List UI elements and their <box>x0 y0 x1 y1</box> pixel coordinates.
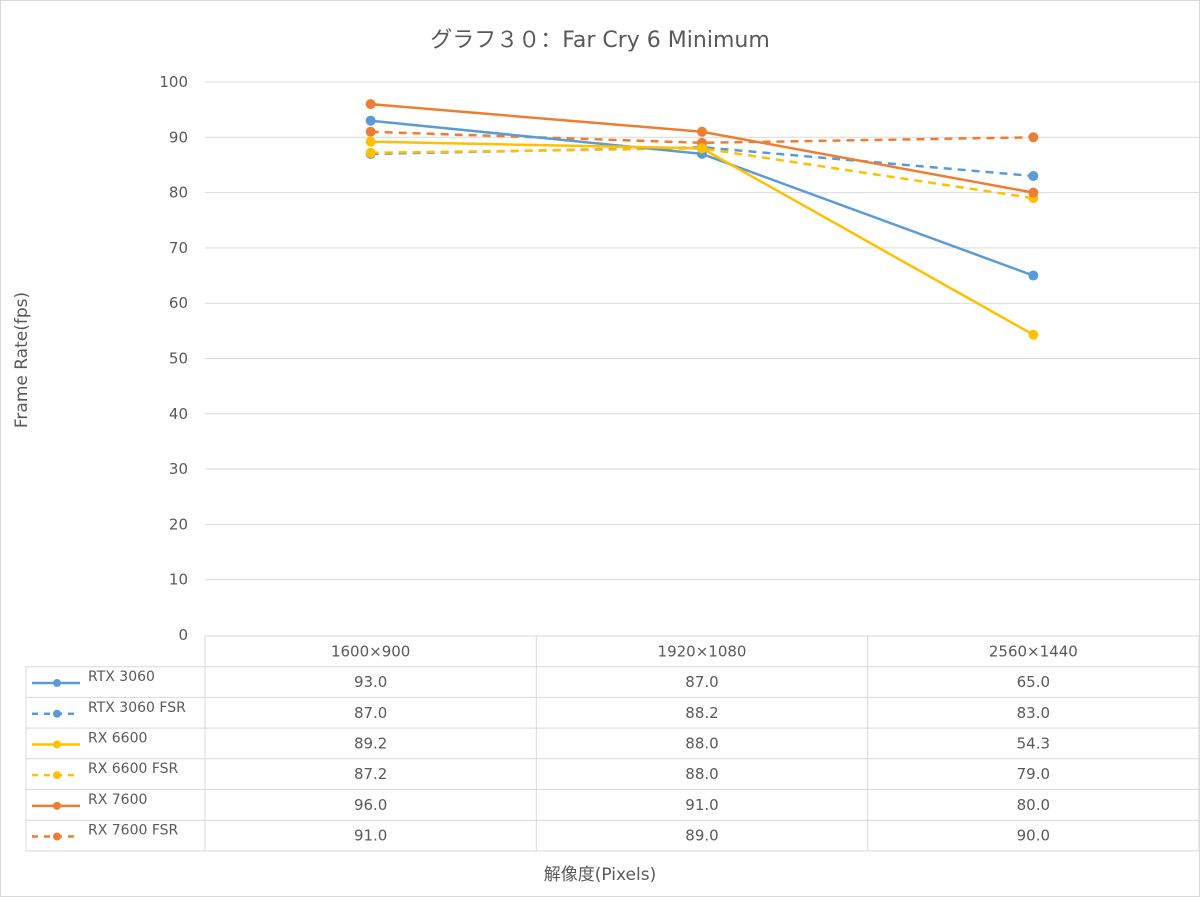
data-label: 87.2 <box>354 765 387 783</box>
data-point <box>1028 132 1039 143</box>
y-tick-label: 70 <box>169 239 188 257</box>
legend-marker <box>53 771 61 780</box>
data-point <box>697 126 707 137</box>
data-point <box>1028 187 1039 198</box>
data-point <box>1028 270 1039 281</box>
data-label: 80.0 <box>1017 796 1050 814</box>
y-tick-label: 0 <box>178 626 188 644</box>
data-label: 89.0 <box>685 827 718 845</box>
legend-label: RX 7600 <box>88 792 147 808</box>
data-point <box>365 115 376 126</box>
y-tick-label: 60 <box>169 294 188 312</box>
y-tick-label: 80 <box>169 184 188 202</box>
data-label: 88.0 <box>685 765 718 783</box>
y-tick-label: 100 <box>159 73 188 91</box>
data-label: 87.0 <box>685 673 718 691</box>
data-label: 91.0 <box>685 796 718 814</box>
data-label: 96.0 <box>354 796 387 814</box>
y-tick-label: 30 <box>169 460 188 478</box>
data-label: 54.3 <box>1017 734 1050 752</box>
x-axis-label: 解像度(Pixels) <box>543 865 657 885</box>
y-tick-labels: 0 10 20 30 40 50 60 70 80 90 100 <box>159 73 188 644</box>
legend-label: RTX 3060 <box>88 669 155 685</box>
legend-marker <box>53 679 61 688</box>
data-point <box>1028 329 1039 340</box>
data-label: 83.0 <box>1017 704 1050 722</box>
data-label: 88.2 <box>685 704 718 722</box>
series-line <box>370 146 1034 178</box>
x-tick-label: 1600×900 <box>331 642 410 660</box>
data-label: 65.0 <box>1017 673 1050 691</box>
legend-marker <box>53 740 61 749</box>
legend-marker <box>53 832 61 841</box>
y-tick-label: 40 <box>169 405 188 423</box>
y-tick-label: 10 <box>169 571 188 589</box>
x-tick-label: 2560×1440 <box>989 642 1078 660</box>
y-tick-label: 20 <box>169 515 188 533</box>
data-point <box>1028 171 1039 182</box>
legend-marker <box>53 709 61 718</box>
data-label: 79.0 <box>1017 765 1050 783</box>
x-tick-label: 1920×1080 <box>658 642 747 660</box>
data-point <box>365 99 376 110</box>
y-tick-label: 90 <box>169 128 188 146</box>
data-label: 91.0 <box>354 827 387 845</box>
legend-label: RTX 3060 FSR <box>88 700 186 716</box>
legend-marker <box>53 801 61 810</box>
series-lines <box>365 99 1039 340</box>
data-table: 1600×900 1920×1080 2560×1440 RTX 3060 93.0 87… <box>25 635 1200 852</box>
data-point <box>697 143 707 154</box>
data-label: 93.0 <box>354 673 387 691</box>
data-point <box>365 136 376 147</box>
legend-label: RX 6600 FSR <box>88 761 179 777</box>
legend-label: RX 6600 <box>88 730 147 746</box>
data-label: 87.0 <box>354 704 387 722</box>
data-label: 90.0 <box>1017 827 1050 845</box>
legend-label: RX 7600 FSR <box>88 823 179 839</box>
chart-title: グラフ３０：Far Cry 6 Minimum <box>430 28 770 53</box>
series-line <box>370 130 1034 145</box>
data-label: 88.0 <box>685 734 718 752</box>
y-tick-label: 50 <box>169 350 188 368</box>
data-point <box>365 126 376 137</box>
data-label: 89.2 <box>354 734 387 752</box>
data-point <box>365 147 376 158</box>
